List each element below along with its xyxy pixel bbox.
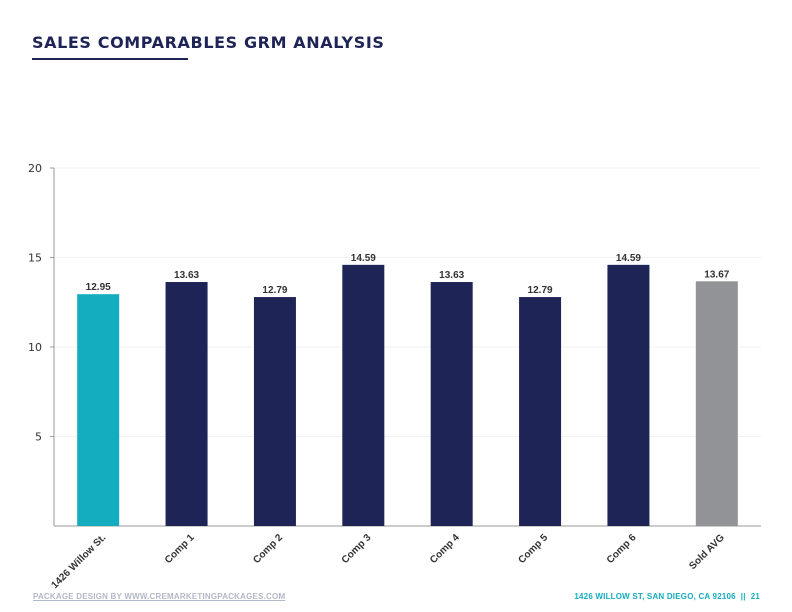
y-tick-label: 10 bbox=[28, 341, 42, 354]
footer-design-credit[interactable]: PACKAGE DESIGN BY WWW.CREMARKETINGPACKAG… bbox=[33, 592, 286, 601]
x-tick-label: Comp 5 bbox=[516, 532, 550, 566]
page-title: SALES COMPARABLES GRM ANALYSIS bbox=[32, 33, 385, 52]
bar bbox=[430, 282, 473, 526]
bar bbox=[342, 264, 385, 526]
bar bbox=[165, 282, 208, 526]
title-underline bbox=[32, 58, 188, 60]
bar bbox=[77, 294, 120, 526]
bar bbox=[519, 297, 562, 526]
bar-value-label: 13.63 bbox=[439, 270, 464, 281]
x-tick-label: Sold AVG bbox=[687, 532, 727, 572]
bar-value-label: 13.63 bbox=[174, 270, 199, 281]
footer-page-number: 21 bbox=[750, 592, 760, 601]
x-tick-label: Comp 2 bbox=[251, 532, 285, 566]
bar-value-label: 12.79 bbox=[528, 285, 553, 296]
bar-value-label: 13.67 bbox=[704, 269, 729, 280]
y-tick-label: 15 bbox=[28, 252, 42, 265]
x-tick-label: Comp 6 bbox=[605, 532, 639, 566]
bar bbox=[607, 264, 650, 526]
bar-value-label: 14.59 bbox=[616, 253, 641, 264]
bar bbox=[253, 297, 296, 526]
x-tick-label: Comp 4 bbox=[428, 532, 462, 566]
y-tick-label: 5 bbox=[35, 431, 42, 444]
x-tick-label: Comp 1 bbox=[163, 532, 197, 566]
footer-address-page: 1426 WILLOW ST, SAN DIEGO, CA 92106 || 21 bbox=[574, 592, 760, 601]
bar-value-label: 12.79 bbox=[262, 285, 287, 296]
bar-value-label: 12.95 bbox=[86, 282, 111, 293]
x-tick-label: Comp 3 bbox=[340, 532, 374, 566]
footer-address: 1426 WILLOW ST, SAN DIEGO, CA 92106 bbox=[574, 592, 736, 601]
footer-separator: || bbox=[740, 592, 746, 601]
bar bbox=[695, 281, 738, 526]
y-tick-label: 20 bbox=[28, 162, 42, 175]
x-tick-label: 1426 Willow St. bbox=[50, 532, 109, 591]
bar-value-label: 14.59 bbox=[351, 253, 376, 264]
